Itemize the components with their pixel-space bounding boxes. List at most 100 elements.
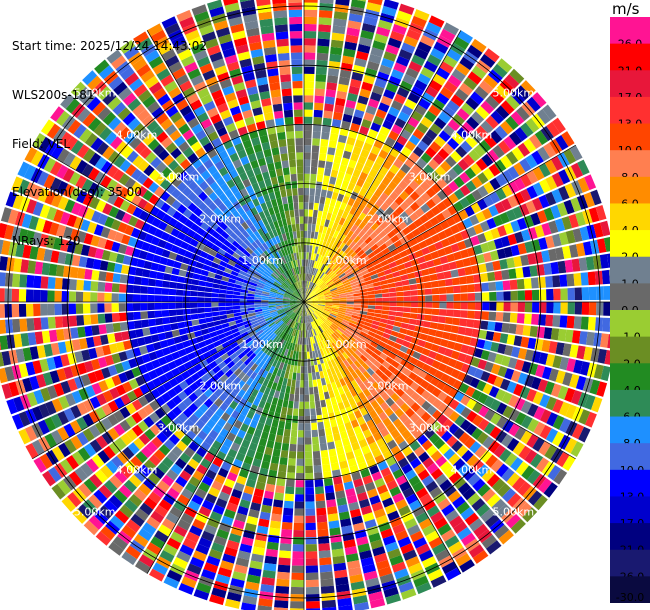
velocity-gate: [126, 321, 135, 330]
velocity-gate: [102, 111, 117, 126]
velocity-gate: [304, 297, 310, 302]
velocity-gate: [68, 291, 76, 302]
velocity-gate: [269, 222, 276, 231]
velocity-gate: [258, 400, 266, 409]
velocity-gate: [173, 261, 182, 269]
velocity-gate: [161, 302, 169, 310]
velocity-gate: [111, 283, 120, 293]
velocity-gate: [233, 482, 245, 492]
velocity-gate: [495, 312, 504, 322]
velocity-gate: [380, 392, 390, 402]
velocity-gate: [164, 55, 180, 68]
velocity-gate: [154, 530, 169, 543]
velocity-gate: [425, 295, 433, 302]
velocity-gate: [440, 28, 456, 42]
velocity-gate: [326, 212, 332, 221]
velocity-gate: [319, 146, 328, 154]
velocity-gate: [453, 232, 464, 243]
velocity-gate: [292, 293, 299, 298]
velocity-gate: [290, 304, 298, 308]
velocity-gate: [470, 235, 480, 246]
velocity-gate: [199, 250, 209, 259]
velocity-gate: [40, 317, 49, 330]
velocity-gate: [142, 95, 156, 108]
velocity-gate: [211, 230, 221, 240]
velocity-gate: [480, 450, 493, 463]
velocity-gate: [483, 230, 494, 242]
velocity-gate: [299, 308, 303, 316]
velocity-gate: [349, 435, 358, 445]
velocity-gate: [535, 457, 550, 473]
velocity-gate: [47, 276, 56, 289]
velocity-gate: [462, 487, 476, 501]
velocity-gate: [123, 131, 137, 145]
velocity-gate: [0, 207, 12, 223]
velocity-gate: [328, 205, 335, 214]
velocity-gate: [441, 529, 456, 542]
velocity-gate: [403, 307, 411, 313]
velocity-gate: [112, 273, 121, 283]
velocity-gate: [155, 112, 169, 125]
velocity-gate: [392, 468, 404, 480]
velocity-gate: [489, 130, 503, 144]
velocity-gate: [409, 237, 418, 247]
velocity-gate: [219, 260, 228, 268]
velocity-gate: [168, 302, 176, 310]
velocity-gate: [423, 253, 433, 262]
velocity-gate: [214, 239, 223, 248]
velocity-gate: [310, 304, 317, 309]
velocity-gate: [192, 518, 206, 530]
velocity-gate: [403, 353, 412, 362]
velocity-gate: [149, 412, 160, 424]
velocity-gate: [361, 397, 370, 407]
velocity-gate: [335, 316, 344, 322]
velocity-gate: [575, 375, 587, 391]
velocity-gate: [387, 230, 396, 239]
velocity-gate: [326, 318, 333, 325]
velocity-gate: [320, 314, 328, 320]
velocity-gate: [442, 197, 453, 208]
velocity-gate: [321, 211, 328, 220]
velocity-gate: [356, 0, 367, 2]
velocity-gate: [415, 407, 426, 418]
velocity-gate: [137, 395, 149, 407]
velocity-gate: [334, 215, 342, 224]
velocity-gate: [323, 289, 330, 294]
velocity-gate: [293, 306, 299, 313]
velocity-gate: [305, 288, 309, 296]
velocity-gate: [437, 189, 448, 201]
velocity-gate: [67, 378, 78, 392]
velocity-gate: [262, 569, 276, 579]
velocity-gate: [166, 258, 175, 267]
velocity-gate: [189, 99, 203, 111]
velocity-gate: [354, 529, 367, 539]
velocity-gate: [516, 106, 530, 121]
velocity-gate: [221, 485, 233, 496]
velocity-gate: [378, 255, 387, 263]
velocity-gate: [18, 363, 29, 378]
velocity-gate: [228, 278, 236, 284]
velocity-gate: [337, 313, 345, 318]
velocity-gate: [183, 308, 191, 315]
velocity-gate: [133, 83, 148, 97]
velocity-gate: [318, 10, 333, 19]
velocity-gate: [190, 308, 198, 314]
velocity-gate: [350, 419, 360, 429]
velocity-gate: [458, 209, 469, 220]
velocity-gate: [190, 223, 200, 233]
velocity-gate: [250, 233, 258, 241]
velocity-gate: [471, 176, 483, 189]
velocity-gate: [459, 82, 474, 96]
velocity-gate: [259, 352, 267, 360]
velocity-gate: [373, 285, 382, 291]
velocity-gate: [494, 322, 503, 332]
velocity-gate: [502, 280, 511, 291]
velocity-gate: [226, 146, 237, 156]
velocity-gate: [226, 360, 236, 369]
velocity-gate: [494, 125, 508, 140]
velocity-gate: [57, 411, 69, 425]
velocity-gate: [85, 257, 95, 269]
velocity-gate: [524, 449, 538, 464]
velocity-gate: [172, 210, 183, 221]
velocity-gate: [206, 276, 215, 283]
